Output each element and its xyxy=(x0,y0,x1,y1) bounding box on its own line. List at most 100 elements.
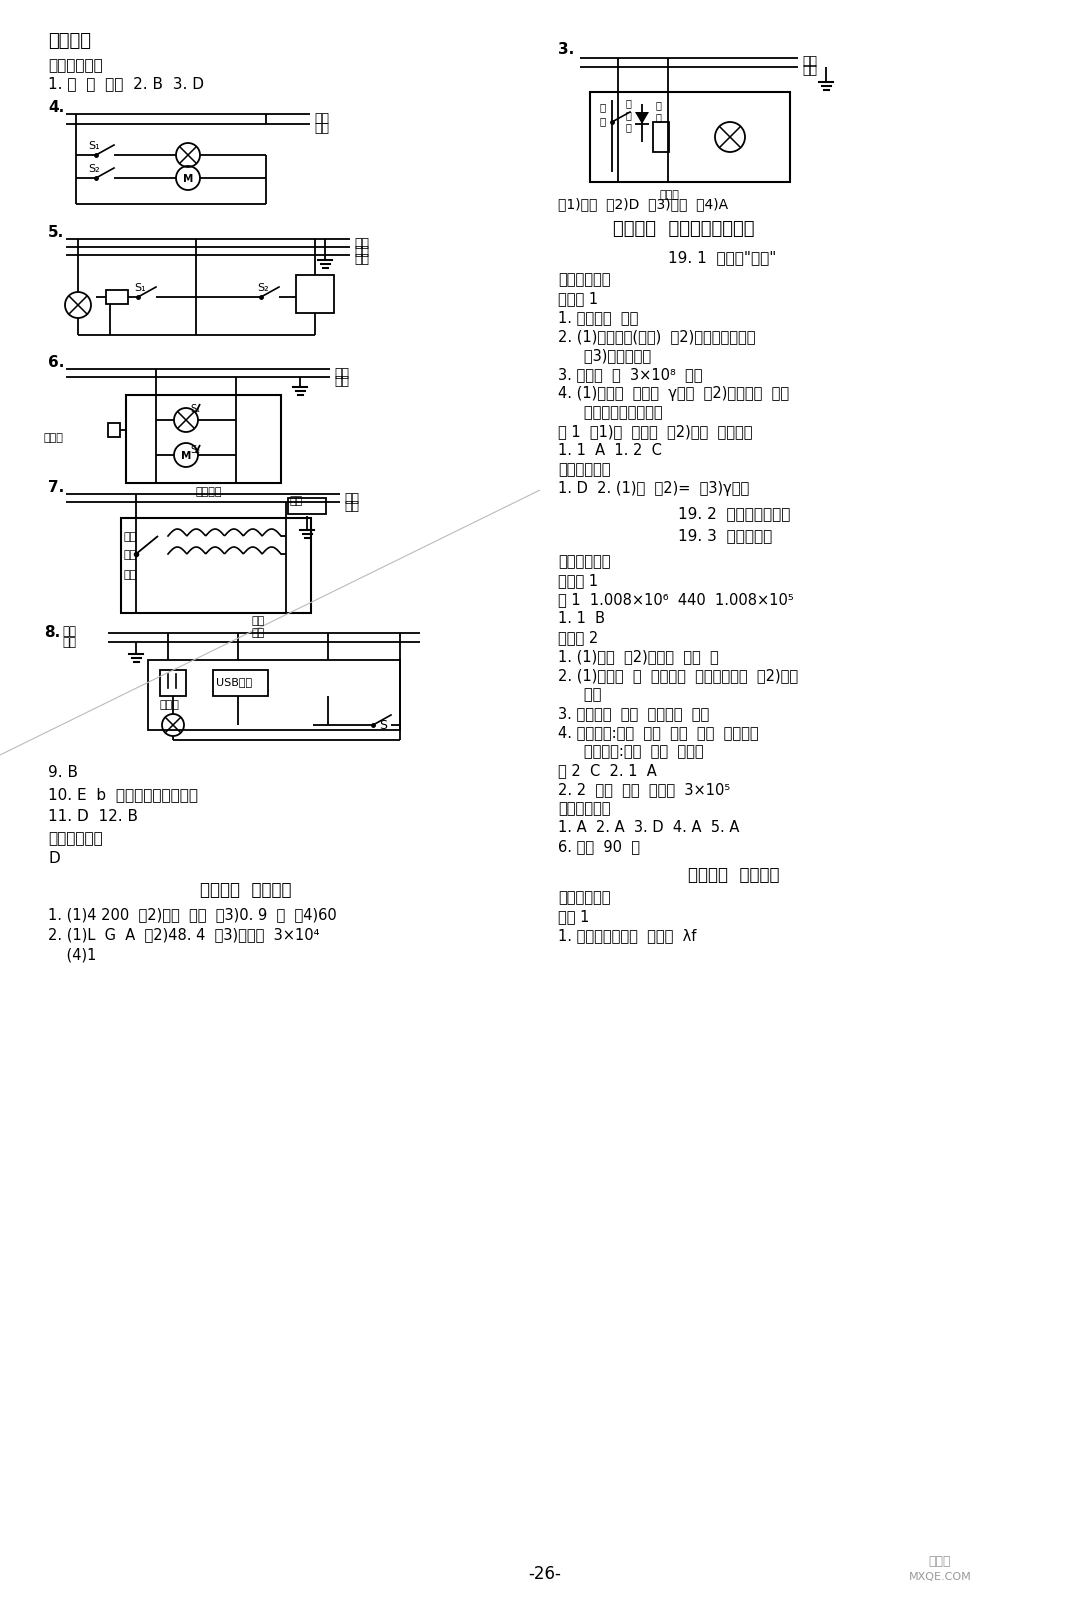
Text: （3)波传播快慢: （3)波传播快慢 xyxy=(570,349,651,363)
Text: 6. 大于  90  无: 6. 大于 90 无 xyxy=(558,838,640,854)
Text: 2. (1)电磁波  高  频率单一  方向高度集中  （2)反射: 2. (1)电磁波 高 频率单一 方向高度集中 （2)反射 xyxy=(558,669,799,683)
Text: 知识点 2: 知识点 2 xyxy=(558,630,598,645)
Text: S₁: S₁ xyxy=(88,141,99,150)
Text: 第十九章  电磁波与信息时代: 第十九章 电磁波与信息时代 xyxy=(613,219,755,238)
Bar xyxy=(121,518,311,613)
Text: 地线: 地线 xyxy=(290,496,303,506)
Text: 火线: 火线 xyxy=(62,626,76,638)
Text: 1. 1  B: 1. 1 B xyxy=(558,611,606,626)
Text: 答案圈: 答案圈 xyxy=(928,1555,951,1568)
Text: 2. 2  反射  反射  电磁波  3×10⁵: 2. 2 反射 反射 电磁波 3×10⁵ xyxy=(558,782,730,797)
Polygon shape xyxy=(635,112,649,125)
Text: 3. 电子邮件  照片  任何信息  光缆: 3. 电子邮件 照片 任何信息 光缆 xyxy=(558,706,709,722)
Text: 管: 管 xyxy=(626,122,632,133)
Text: 火线: 火线 xyxy=(344,493,359,506)
Text: S₁: S₁ xyxy=(134,283,145,293)
Text: 1. (1)直线  （2)中继站  静止  三: 1. (1)直线 （2)中继站 静止 三 xyxy=(558,650,719,664)
Text: 火线: 火线 xyxy=(802,64,817,77)
Text: 19. 2  广播电视与通信: 19. 2 广播电视与通信 xyxy=(678,506,790,522)
Text: （1)并联  （2)D  （3)干路  （4)A: （1)并联 （2)D （3)干路 （4)A xyxy=(558,197,728,211)
Bar xyxy=(288,498,326,514)
Text: 11. D  12. B: 11. D 12. B xyxy=(48,810,137,824)
Bar xyxy=(125,395,281,483)
Bar xyxy=(148,659,400,730)
Text: 门把手: 门把手 xyxy=(44,434,64,443)
Text: 知识点 1: 知识点 1 xyxy=(558,573,598,587)
Text: 火线: 火线 xyxy=(314,112,329,125)
Text: 【新知生成】: 【新知生成】 xyxy=(558,554,611,570)
Text: 考点 1: 考点 1 xyxy=(558,909,589,925)
Text: S₂: S₂ xyxy=(257,283,268,293)
Text: 3.: 3. xyxy=(558,42,574,58)
Text: 极: 极 xyxy=(626,110,632,120)
Text: 19. 1  最快的"信使": 19. 1 最快的"信使" xyxy=(668,250,777,266)
Text: 参考答案: 参考答案 xyxy=(48,32,91,50)
Text: -26-: -26- xyxy=(528,1565,562,1582)
Text: 阻: 阻 xyxy=(656,112,662,122)
Text: 5.: 5. xyxy=(48,226,64,240)
Text: 小夜灯: 小夜灯 xyxy=(160,701,180,710)
Bar xyxy=(296,275,334,314)
Text: 例 2  C  2. 1  A: 例 2 C 2. 1 A xyxy=(558,763,657,778)
Text: 19. 3  走进互联网: 19. 3 走进互联网 xyxy=(678,528,772,542)
Text: 接芯线: 接芯线 xyxy=(660,190,680,200)
Text: 4. (1)可见光  紫外线  γ射线  （2)移动电话  数百: 4. (1)可见光 紫外线 γ射线 （2)移动电话 数百 xyxy=(558,386,789,402)
Text: 【新知生成】: 【新知生成】 xyxy=(558,272,611,286)
Text: 数字通信:符号  组合  抗干扰: 数字通信:符号 组合 抗干扰 xyxy=(570,744,704,758)
Text: 关: 关 xyxy=(600,117,607,126)
Text: 零线: 零线 xyxy=(314,122,329,134)
Text: 10. E  b  用电器的总功率过大: 10. E b 用电器的总功率过大 xyxy=(48,787,197,802)
Bar xyxy=(590,91,790,182)
Text: 零线: 零线 xyxy=(344,499,359,514)
Text: 知识点 1: 知识点 1 xyxy=(558,291,598,306)
Text: 2. (1)两个波峰(波谷)  （2)通过波峰或波谷: 2. (1)两个波峰(波谷) （2)通过波峰或波谷 xyxy=(558,330,755,344)
Text: M: M xyxy=(183,174,193,184)
Bar xyxy=(160,670,185,696)
Bar xyxy=(106,290,128,304)
Text: S₂: S₂ xyxy=(88,165,99,174)
Text: 零线: 零线 xyxy=(62,635,76,650)
Text: 1. 电流的迅速变化  不需要  λf: 1. 电流的迅速变化 不需要 λf xyxy=(558,928,696,942)
Bar xyxy=(213,670,268,696)
Text: 零线: 零线 xyxy=(334,374,349,387)
Text: 开: 开 xyxy=(600,102,607,112)
Text: 【课堂过关】: 【课堂过关】 xyxy=(558,802,611,816)
Text: 金属
外壳: 金属 外壳 xyxy=(251,616,264,637)
Text: 4.: 4. xyxy=(48,99,64,115)
Text: 【课堂过关】: 【课堂过关】 xyxy=(558,462,611,477)
Text: MXQE.COM: MXQE.COM xyxy=(909,1571,971,1582)
Text: 4. 模拟通信:频率  振幅  频率  振幅  信号电流: 4. 模拟通信:频率 振幅 频率 振幅 信号电流 xyxy=(558,725,758,739)
Text: 信息: 信息 xyxy=(570,686,601,702)
Text: 【考点定位】: 【考点定位】 xyxy=(48,58,103,74)
Text: S₁: S₁ xyxy=(190,403,200,414)
Text: 9. B: 9. B xyxy=(48,765,77,781)
Text: USB接口: USB接口 xyxy=(216,677,252,686)
Text: 零线: 零线 xyxy=(802,54,817,67)
Text: 【复习引导】: 【复习引导】 xyxy=(558,890,611,906)
Text: 1. 迅速变化  电流: 1. 迅速变化 电流 xyxy=(558,310,638,325)
Text: S: S xyxy=(379,718,387,733)
Bar xyxy=(654,122,669,152)
Text: 电: 电 xyxy=(656,99,662,110)
Text: 2. (1)L  G  A  （2)48. 4  （3)低温挡  3×10⁴: 2. (1)L G A （2)48. 4 （3)低温挡 3×10⁴ xyxy=(48,926,320,942)
Text: S₂: S₂ xyxy=(190,445,200,454)
Text: 例 1  （1)否  一样大  （2)微波  中国电信: 例 1 （1)否 一样大 （2)微波 中国电信 xyxy=(558,424,753,438)
Text: 1. D  2. (1)短  （2)=  （3)γ射线: 1. D 2. (1)短 （2)= （3)γ射线 xyxy=(558,482,750,496)
Text: 低挡: 低挡 xyxy=(123,550,136,560)
Text: 第十九章  章末复习: 第十九章 章末复习 xyxy=(688,866,779,883)
Text: 1. (1)4 200  （2)三孔  变大  （3)0. 9  能  （4)60: 1. (1)4 200 （2)三孔 变大 （3)0. 9 能 （4)60 xyxy=(48,907,337,922)
Text: D: D xyxy=(48,851,60,866)
Text: 1. A  2. A  3. D  4. A  5. A: 1. A 2. A 3. D 4. A 5. A xyxy=(558,819,740,835)
Text: 金属外壳: 金属外壳 xyxy=(196,486,223,498)
Text: 1. 1  A  1. 2  C: 1. 1 A 1. 2 C xyxy=(558,443,662,458)
Text: 例 1  1.008×10⁶  440  1.008×10⁵: 例 1 1.008×10⁶ 440 1.008×10⁵ xyxy=(558,592,794,606)
Text: 火线: 火线 xyxy=(353,237,369,250)
Text: 千赫兹至数百兆赫兹: 千赫兹至数百兆赫兹 xyxy=(570,405,662,419)
Text: 1. 并  串  发光  2. B  3. D: 1. 并 串 发光 2. B 3. D xyxy=(48,75,204,91)
Text: 第十八章  素养提升: 第十八章 素养提升 xyxy=(200,882,291,899)
Text: 7.: 7. xyxy=(48,480,64,494)
Text: 断开: 断开 xyxy=(123,570,136,579)
Text: 6.: 6. xyxy=(48,355,64,370)
Text: 【新题速递】: 【新题速递】 xyxy=(48,830,103,846)
Text: 地线: 地线 xyxy=(353,253,369,266)
